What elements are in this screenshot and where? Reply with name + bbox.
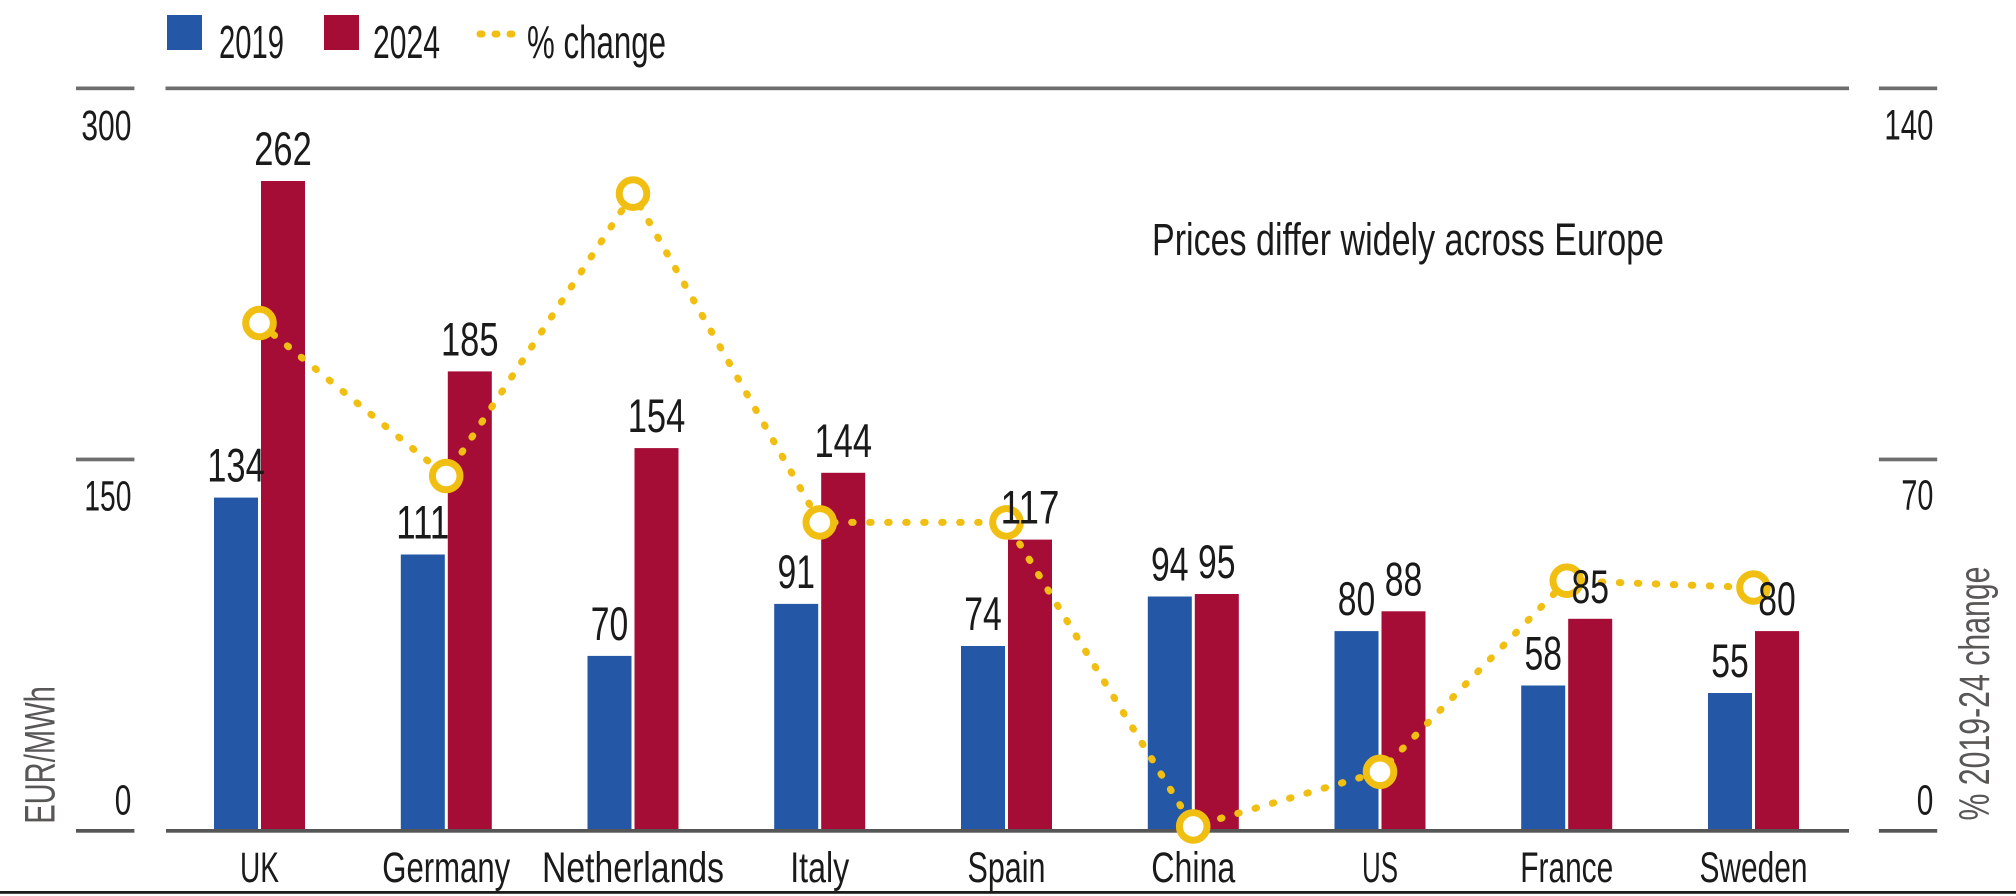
svg-text:88: 88: [1385, 552, 1423, 605]
svg-text:France: France: [1520, 844, 1613, 892]
svg-text:Sweden: Sweden: [1700, 844, 1808, 892]
svg-text:0: 0: [1917, 777, 1934, 825]
svg-text:2019: 2019: [219, 16, 284, 68]
svg-text:70: 70: [591, 597, 629, 650]
svg-text:262: 262: [254, 122, 312, 175]
svg-text:Prices differ widely across Eu: Prices differ widely across Europe: [1152, 214, 1664, 265]
svg-text:134: 134: [207, 439, 265, 492]
svg-text:% 2019-24 change: % 2019-24 change: [1951, 567, 1999, 821]
svg-text:US: US: [1362, 844, 1398, 892]
svg-text:UK: UK: [240, 844, 279, 892]
svg-text:300: 300: [81, 102, 131, 150]
svg-text:55: 55: [1711, 634, 1749, 687]
svg-text:70: 70: [1901, 472, 1933, 520]
svg-text:58: 58: [1525, 627, 1563, 680]
svg-text:Germany: Germany: [382, 844, 510, 892]
svg-text:140: 140: [1884, 102, 1933, 150]
svg-text:91: 91: [778, 545, 816, 598]
svg-text:94: 94: [1151, 538, 1189, 591]
svg-text:74: 74: [964, 587, 1002, 640]
svg-text:2024: 2024: [373, 16, 440, 68]
svg-text:EUR/MWh: EUR/MWh: [17, 686, 65, 824]
svg-text:80: 80: [1338, 572, 1376, 625]
svg-text:% change: % change: [527, 16, 666, 68]
svg-text:111: 111: [396, 495, 449, 548]
svg-text:80: 80: [1758, 572, 1796, 625]
svg-text:Netherlands: Netherlands: [542, 844, 724, 892]
svg-text:China: China: [1151, 844, 1235, 892]
svg-text:0: 0: [115, 777, 132, 825]
svg-text:Italy: Italy: [790, 844, 849, 892]
svg-text:185: 185: [441, 312, 499, 365]
svg-text:150: 150: [84, 473, 131, 521]
svg-text:Spain: Spain: [968, 844, 1046, 892]
svg-text:117: 117: [1001, 481, 1060, 534]
svg-text:85: 85: [1572, 560, 1610, 613]
svg-text:144: 144: [815, 414, 873, 467]
svg-text:154: 154: [628, 389, 686, 442]
svg-text:95: 95: [1198, 535, 1236, 588]
